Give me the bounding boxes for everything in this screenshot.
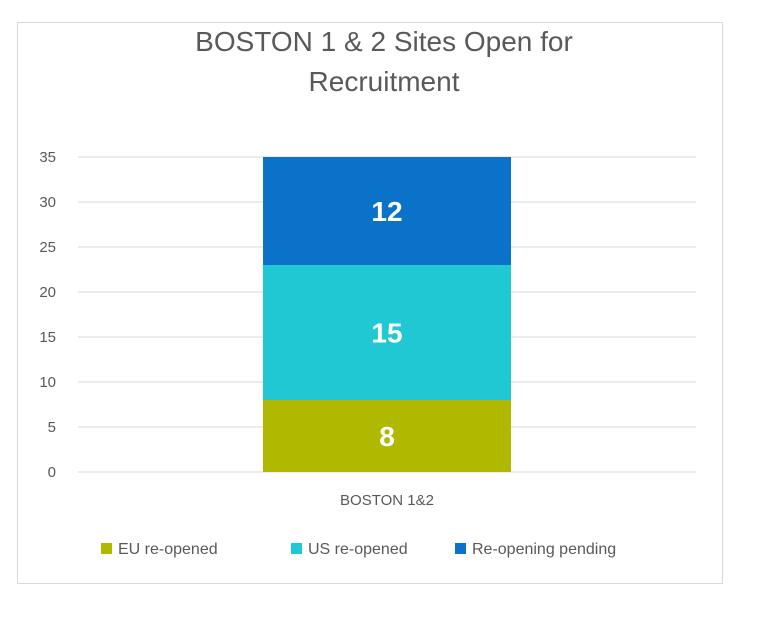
- legend-label-re-opening-pending: Re-opening pending: [472, 541, 616, 558]
- legend-swatch-eu-re-opened: [101, 543, 112, 554]
- y-tick-label-20: 20: [39, 284, 56, 301]
- legend-label-eu-re-opened: EU re-opened: [118, 541, 218, 558]
- legend-swatch-re-opening-pending: [455, 543, 466, 554]
- bar-segment-eu-re-opened: [263, 400, 511, 472]
- data-label-us-re-opened: 15: [371, 318, 402, 349]
- legend-swatch-us-re-opened: [291, 543, 302, 554]
- chart-title: BOSTON 1 & 2 Sites Open for Recruitment: [0, 22, 768, 102]
- y-tick-label-5: 5: [48, 419, 56, 436]
- y-tick-label-35: 35: [39, 149, 56, 166]
- legend-label-us-re-opened: US re-opened: [308, 541, 408, 558]
- bar-segment-re-opening-pending: [263, 157, 511, 265]
- y-tick-label-30: 30: [39, 194, 56, 211]
- data-label-re-opening-pending: 12: [371, 196, 402, 227]
- bar-segment-us-re-opened: [263, 265, 511, 400]
- data-label-eu-re-opened: 8: [379, 421, 395, 452]
- chart-title-line-1: BOSTON 1 & 2 Sites Open for: [195, 26, 573, 57]
- y-tick-label-10: 10: [39, 374, 56, 391]
- chart-title-line-2: Recruitment: [308, 66, 460, 97]
- y-tick-label-25: 25: [39, 239, 56, 256]
- x-category-label: BOSTON 1&2: [340, 492, 434, 509]
- y-tick-label-15: 15: [39, 329, 56, 346]
- y-tick-label-0: 0: [48, 464, 56, 481]
